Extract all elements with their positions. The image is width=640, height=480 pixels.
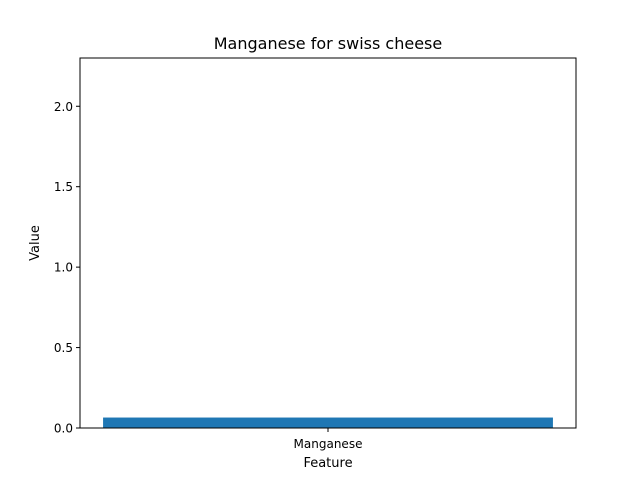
x-tick-label: Manganese [294, 437, 363, 451]
chart-title: Manganese for swiss cheese [214, 34, 442, 53]
x-axis-label: Feature [303, 456, 352, 471]
y-tick-label: 1.0 [54, 261, 73, 275]
y-axis-label: Value [28, 225, 43, 261]
y-axis-ticks: 0.0 0.5 1.0 1.5 2.0 [54, 100, 80, 436]
y-tick-label: 0.5 [54, 341, 73, 355]
bars [103, 417, 553, 428]
y-tick-label: 2.0 [54, 100, 73, 114]
y-tick-label: 1.5 [54, 180, 73, 194]
x-axis-ticks: Manganese [294, 428, 363, 451]
bar-manganese [103, 417, 553, 428]
y-tick-label: 0.0 [54, 422, 73, 436]
plot-area-frame [79, 57, 577, 429]
